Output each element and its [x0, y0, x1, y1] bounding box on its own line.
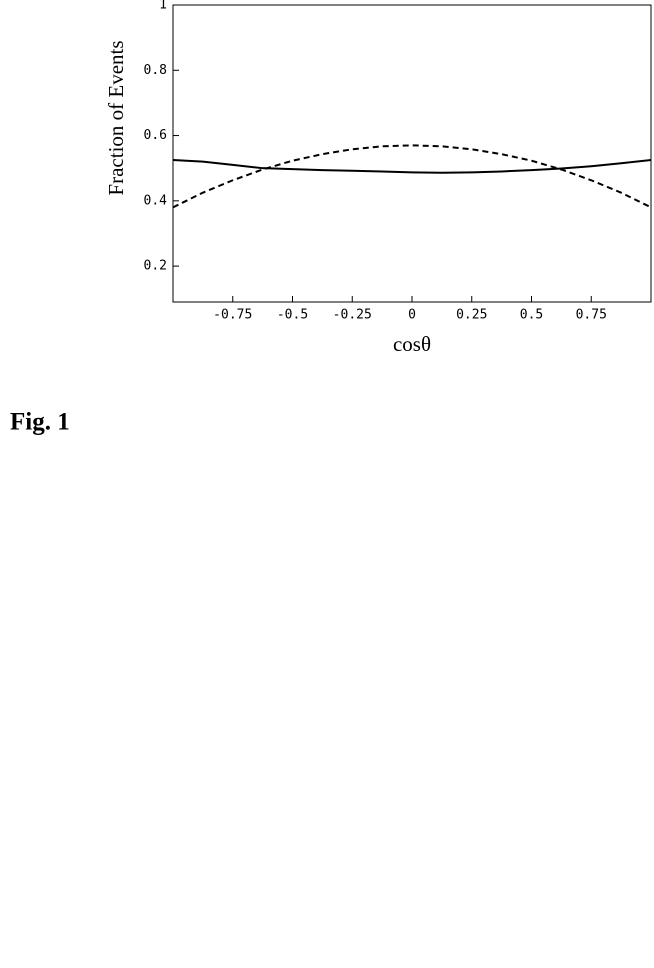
y-tick-label: 0.8: [144, 63, 167, 78]
x-tick-label: -0.25: [333, 308, 372, 323]
x-tick-label: 0.25: [456, 308, 487, 323]
x-tick-label: 0.5: [520, 308, 543, 323]
plot-frame: [172, 4, 652, 303]
x-tick-label: -0.75: [213, 308, 252, 323]
y-tick-label: 0.2: [144, 259, 167, 274]
figure-caption: Fig. 1: [10, 409, 70, 436]
x-tick-label: 0: [408, 308, 416, 323]
x-axis-label: cosθ: [393, 332, 431, 356]
x-tick-label: -0.5: [277, 308, 308, 323]
y-axis-label: Fraction of Events: [104, 40, 128, 195]
series-line: [172, 144, 652, 209]
y-tick-label: 0.6: [144, 128, 167, 143]
y-tick-label: 0.4: [144, 193, 168, 208]
y-tick-label: 1: [159, 0, 167, 13]
x-tick-label: 0.75: [576, 308, 607, 323]
series-line: [172, 159, 652, 174]
